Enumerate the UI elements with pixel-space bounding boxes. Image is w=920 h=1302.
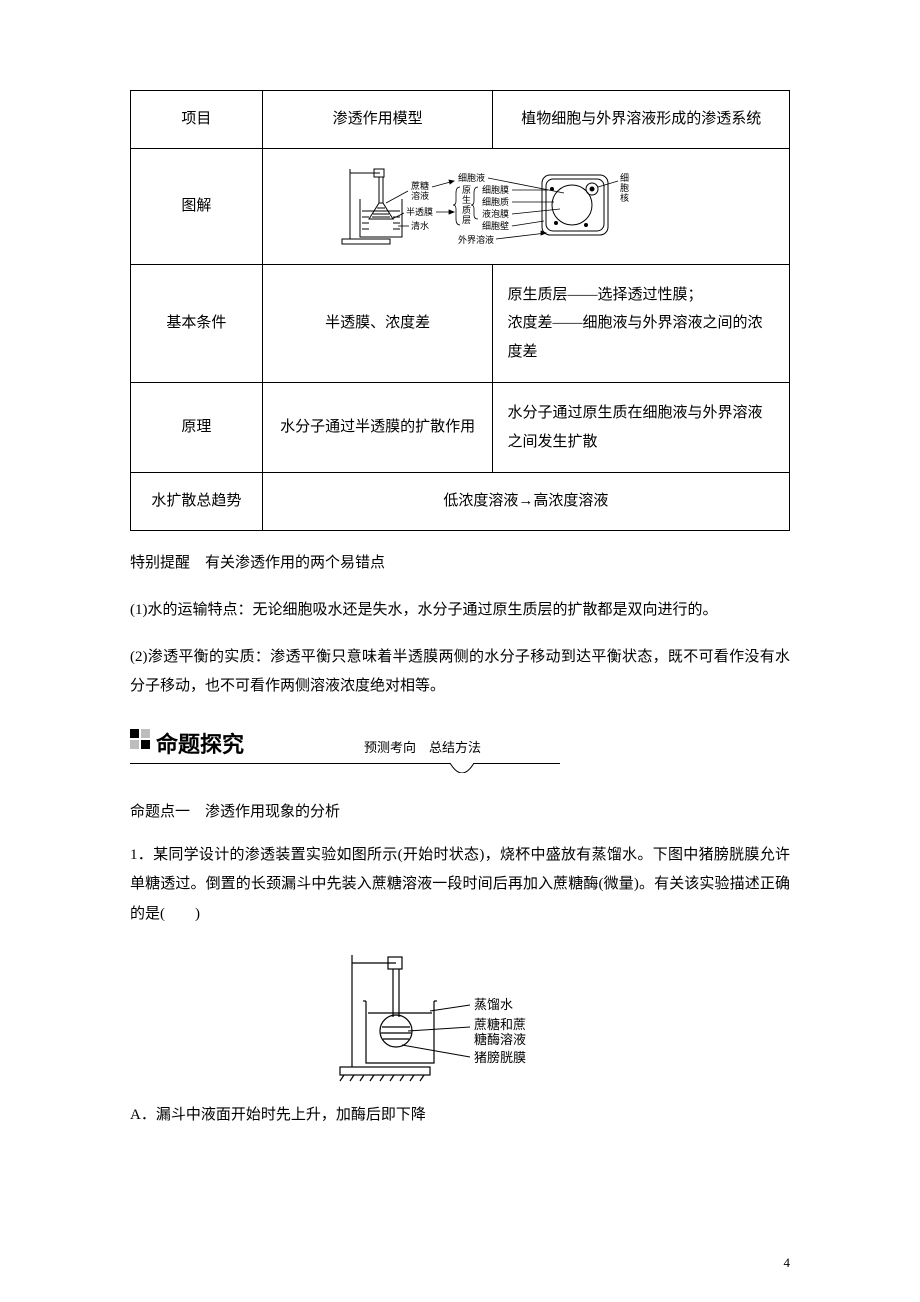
cell-trend-label: 水扩散总趋势 [131, 473, 263, 531]
lbl-nuc1: 细 [620, 172, 629, 183]
fig2-mix1: 蔗糖和蔗 [474, 1017, 526, 1032]
cell-header-1: 项目 [131, 91, 263, 149]
osmosis-diagram: 蔗糖 溶液 半透膜 清水 [336, 159, 716, 254]
topic-heading: 命题点一 渗透作用现象的分析 [130, 801, 790, 824]
tip-p1: (1)水的运输特点：无论细胞吸水还是失水，水分子通过原生质层的扩散都是双向进行的… [130, 596, 790, 625]
lbl-nuc3: 核 [620, 192, 629, 203]
lbl-ext: 外界溶液 [458, 234, 494, 245]
lbl-cellmem: 细胞膜 [482, 184, 509, 195]
lbl-wall: 细胞壁 [482, 220, 509, 231]
lbl-proto: 原 [462, 185, 471, 195]
lbl-ceng: 层 [462, 215, 471, 225]
fig2-water: 蒸馏水 [474, 997, 513, 1012]
cell-header-3: 植物细胞与外界溶液形成的渗透系统 [493, 91, 790, 149]
cell-diagram-label: 图解 [131, 148, 263, 264]
section-header: 命题探究 预测考向 总结方法 [130, 728, 790, 773]
lbl-cyto: 细胞质 [482, 196, 509, 207]
section-underline [130, 763, 560, 773]
fig2-mem: 猪膀胱膜 [474, 1050, 526, 1065]
section-subtitle: 预测考向 总结方法 [364, 738, 481, 761]
section-title: 命题探究 [156, 728, 244, 761]
q1-figure: 蒸馏水 蔗糖和蔗 糖酶溶液 猪膀胱膜 [130, 947, 790, 1087]
tip-heading: 特别提醒 有关渗透作用的两个易错点 [130, 549, 790, 578]
table-row: 项目 渗透作用模型 植物细胞与外界溶液形成的渗透系统 [131, 91, 790, 149]
cell-cond-3: 原生质层——选择透过性膜； 浓度差——细胞液与外界溶液之间的浓度差 [493, 264, 790, 383]
cell-cond-2: 半透膜、浓度差 [262, 264, 493, 383]
cell-cond-label: 基本条件 [131, 264, 263, 383]
section-icon [130, 729, 150, 757]
table-row: 图解 [131, 148, 790, 264]
fig2-mix2: 糖酶溶液 [474, 1032, 526, 1047]
lbl-zhi: 质 [462, 204, 471, 215]
lbl-water: 清水 [411, 220, 429, 231]
cell-diagram: 蔗糖 溶液 半透膜 清水 [262, 148, 789, 264]
cell-prin-label: 原理 [131, 383, 263, 473]
cell-prin-2: 水分子通过半透膜的扩散作用 [262, 383, 493, 473]
q1-stem: 1．某同学设计的渗透装置实验如图所示(开始时状态)，烧杯中盛放有蒸馏水。下图中猪… [130, 841, 790, 929]
cell-header-2: 渗透作用模型 [262, 91, 493, 149]
lbl-solution: 溶液 [411, 190, 429, 201]
table-row: 水扩散总趋势 低浓度溶液→高浓度溶液 [131, 473, 790, 531]
lbl-sheng: 生 [462, 194, 471, 205]
lbl-tono: 液泡膜 [482, 208, 509, 219]
comparison-table: 项目 渗透作用模型 植物细胞与外界溶液形成的渗透系统 图解 [130, 90, 790, 531]
cell-trend-merged: 低浓度溶液→高浓度溶液 [262, 473, 789, 531]
lbl-sucrose: 蔗糖 [411, 180, 429, 191]
table-row: 基本条件 半透膜、浓度差 原生质层——选择透过性膜； 浓度差——细胞液与外界溶液… [131, 264, 790, 383]
q1-optA: A．漏斗中液面开始时先上升，加酶后即下降 [130, 1101, 790, 1130]
cell-prin-3: 水分子通过原生质在细胞液与外界溶液之间发生扩散 [493, 383, 790, 473]
tip-p2: (2)渗透平衡的实质：渗透平衡只意味着半透膜两侧的水分子移动到达平衡状态，既不可… [130, 643, 790, 702]
page-number: 4 [784, 1253, 791, 1273]
lbl-nuc2: 胞 [620, 182, 629, 193]
lbl-cellsap: 细胞液 [458, 172, 485, 183]
lbl-membrane: 半透膜 [406, 206, 433, 217]
table-row: 原理 水分子通过半透膜的扩散作用 水分子通过原生质在细胞液与外界溶液之间发生扩散 [131, 383, 790, 473]
